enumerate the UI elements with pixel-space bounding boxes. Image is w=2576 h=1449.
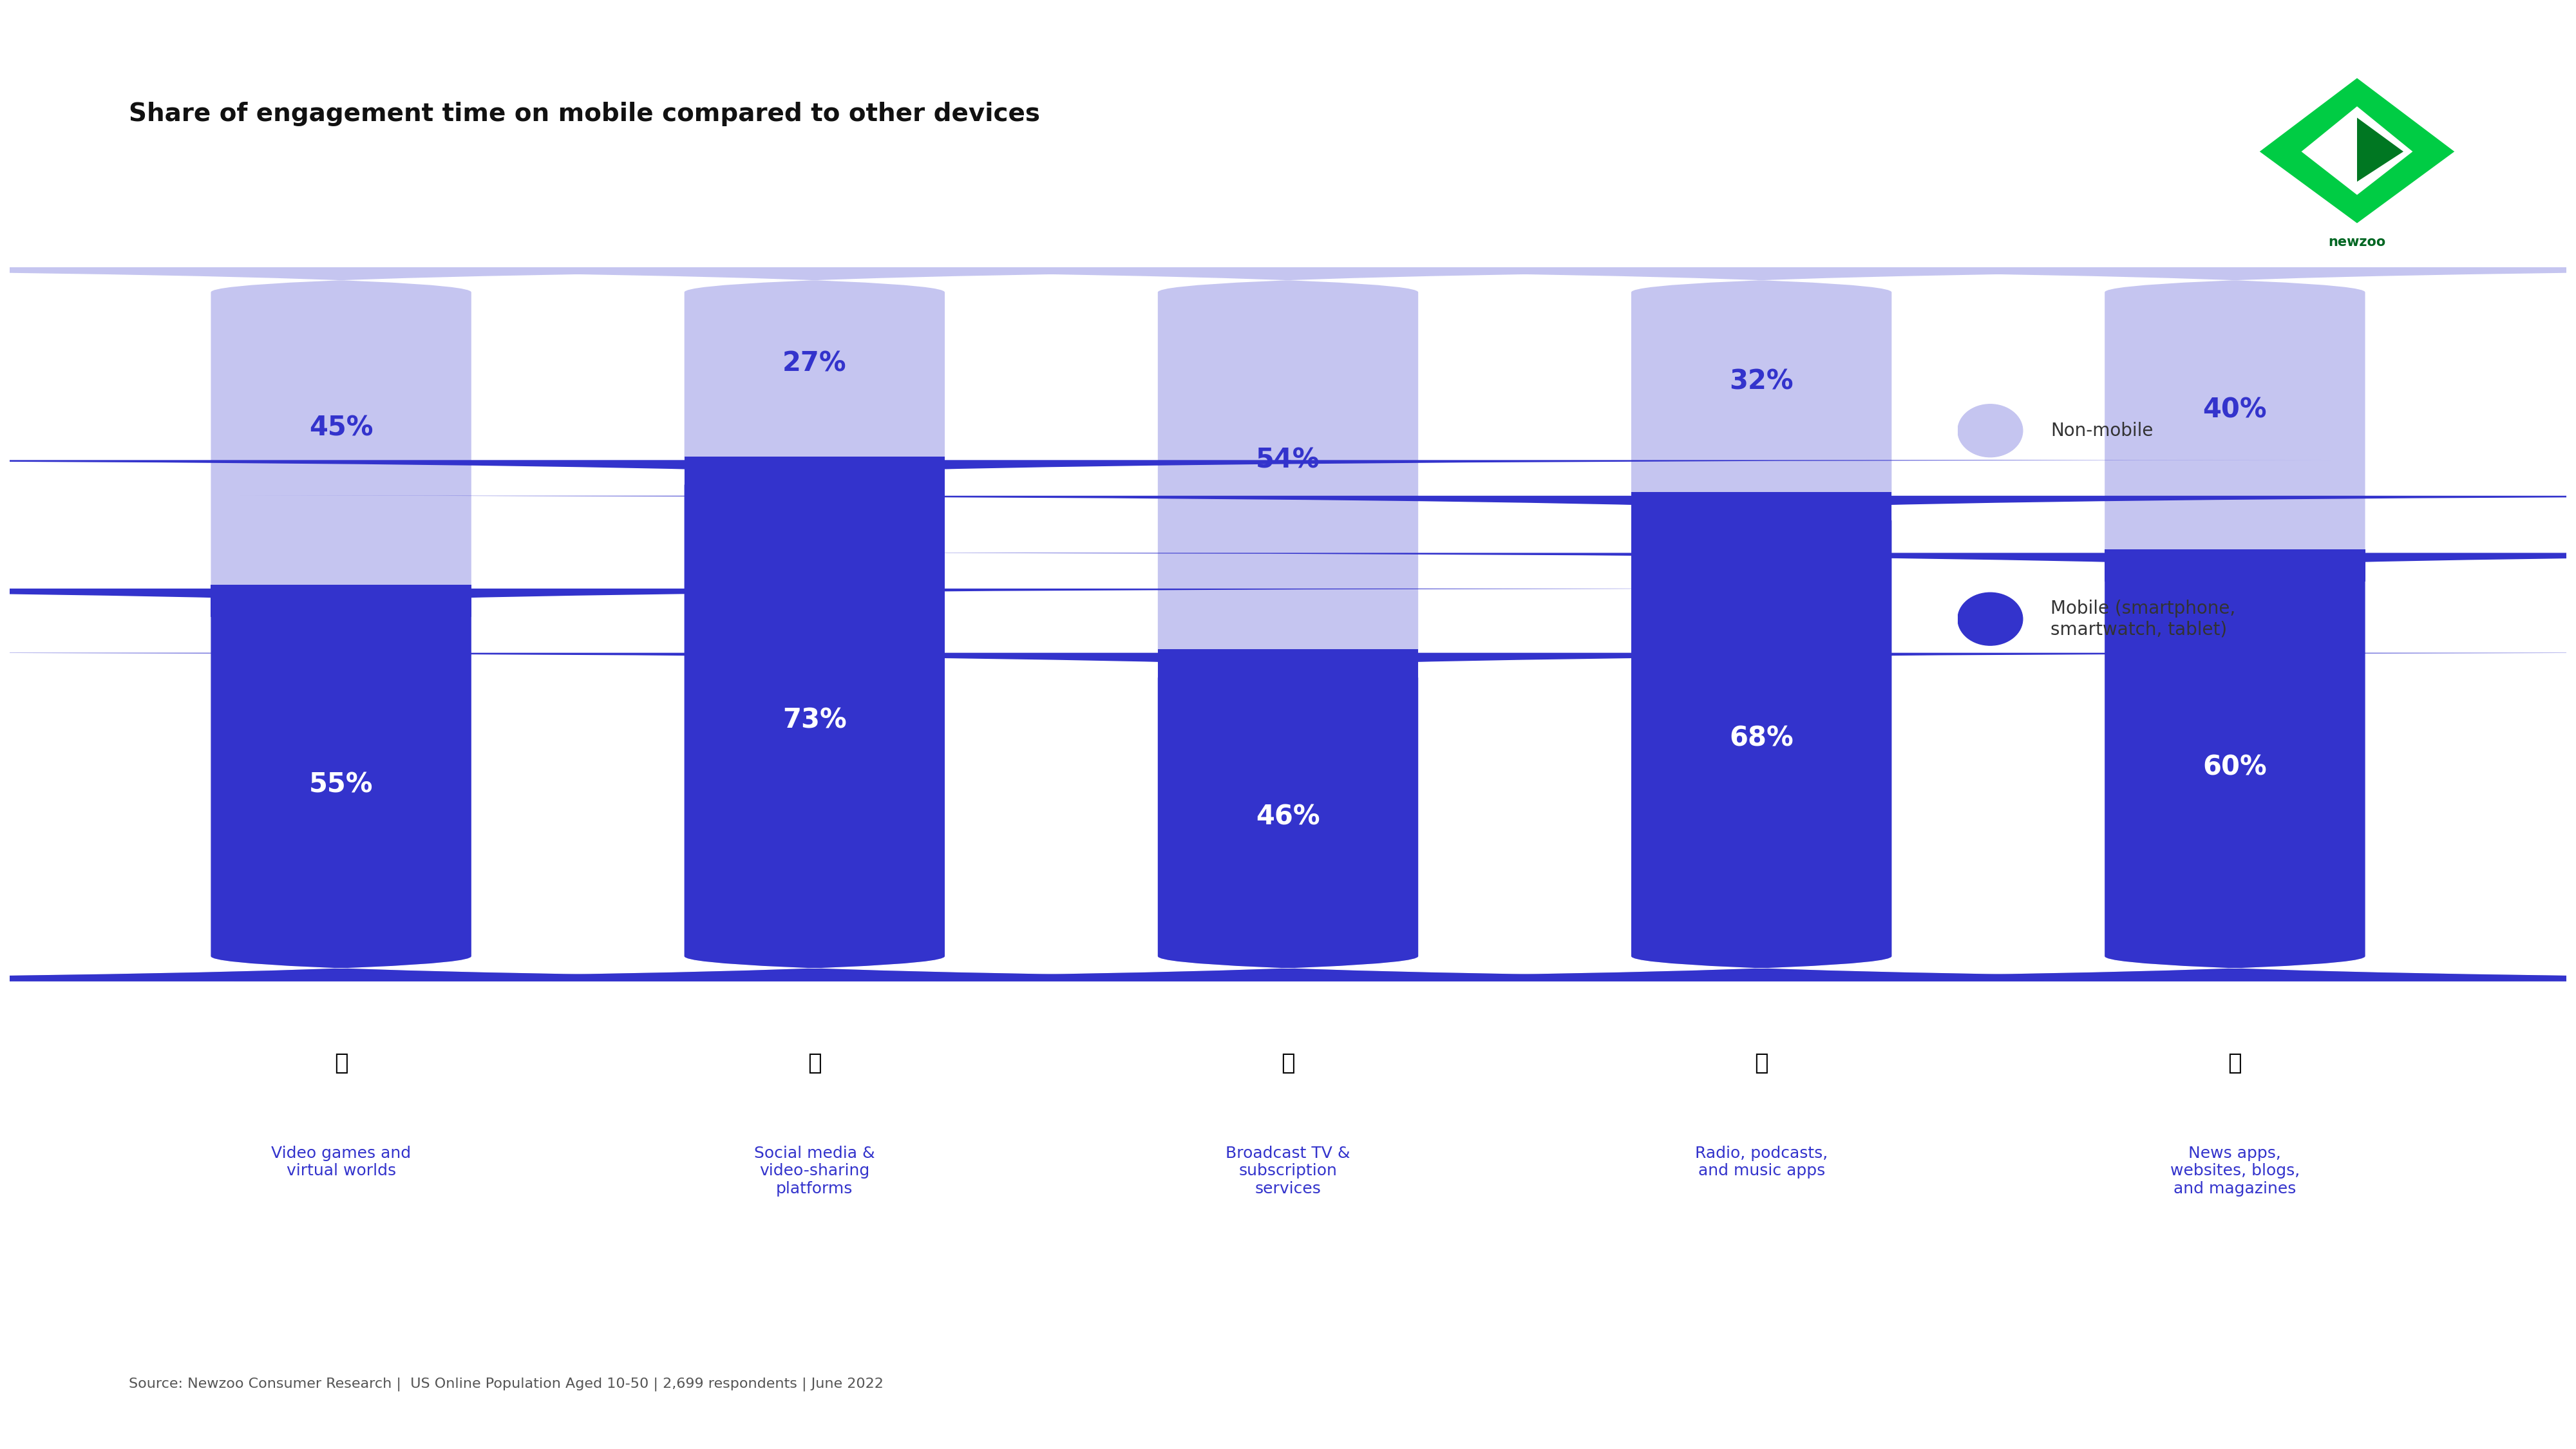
FancyBboxPatch shape: [1631, 493, 1891, 525]
Text: 68%: 68%: [1728, 724, 1793, 752]
FancyBboxPatch shape: [234, 496, 2576, 981]
FancyBboxPatch shape: [708, 554, 2576, 981]
Text: Share of engagement time on mobile compared to other devices: Share of engagement time on mobile compa…: [129, 101, 1041, 126]
Text: Broadcast TV &
subscription
services: Broadcast TV & subscription services: [1226, 1145, 1350, 1197]
FancyBboxPatch shape: [0, 459, 2342, 981]
Text: 📲: 📲: [809, 1052, 822, 1075]
Text: Radio, podcasts,
and music apps: Radio, podcasts, and music apps: [1695, 1145, 1829, 1178]
FancyBboxPatch shape: [0, 653, 2576, 981]
FancyBboxPatch shape: [685, 456, 945, 488]
Polygon shape: [2357, 117, 2403, 181]
Text: 54%: 54%: [1257, 446, 1319, 474]
Text: 55%: 55%: [309, 771, 374, 798]
FancyBboxPatch shape: [211, 585, 471, 617]
Polygon shape: [2259, 78, 2455, 223]
Text: 📰: 📰: [2228, 1052, 2241, 1075]
Circle shape: [1958, 404, 2022, 456]
Circle shape: [1958, 593, 2022, 645]
Text: newzoo: newzoo: [2329, 236, 2385, 248]
Text: Video games and
virtual worlds: Video games and virtual worlds: [270, 1145, 412, 1178]
FancyBboxPatch shape: [2105, 549, 2365, 581]
FancyBboxPatch shape: [1157, 649, 1419, 681]
FancyBboxPatch shape: [708, 267, 2576, 981]
Text: 27%: 27%: [783, 351, 848, 377]
Text: 📺: 📺: [1280, 1052, 1296, 1075]
Text: 45%: 45%: [309, 414, 374, 442]
Text: 📻: 📻: [1754, 1052, 1767, 1075]
FancyBboxPatch shape: [234, 267, 2576, 981]
FancyBboxPatch shape: [0, 267, 2576, 981]
Polygon shape: [2300, 106, 2414, 194]
Text: Non-mobile: Non-mobile: [2050, 422, 2154, 439]
Text: 60%: 60%: [2202, 753, 2267, 781]
Text: Source: Newzoo Consumer Research |  US Online Population Aged 10-50 | 2,699 resp: Source: Newzoo Consumer Research | US On…: [129, 1377, 884, 1391]
Text: News apps,
websites, blogs,
and magazines: News apps, websites, blogs, and magazine…: [2169, 1145, 2300, 1197]
Text: 73%: 73%: [783, 707, 848, 735]
Text: Social media &
video-sharing
platforms: Social media & video-sharing platforms: [755, 1145, 876, 1197]
Text: 🎮: 🎮: [335, 1052, 348, 1075]
Text: 46%: 46%: [1257, 803, 1319, 830]
Text: 32%: 32%: [1728, 368, 1793, 396]
FancyBboxPatch shape: [0, 267, 2342, 981]
Text: Mobile (smartphone,
smartwatch, tablet): Mobile (smartphone, smartwatch, tablet): [2050, 600, 2236, 639]
FancyBboxPatch shape: [0, 267, 1868, 981]
Text: 40%: 40%: [2202, 397, 2267, 423]
FancyBboxPatch shape: [0, 588, 1868, 981]
